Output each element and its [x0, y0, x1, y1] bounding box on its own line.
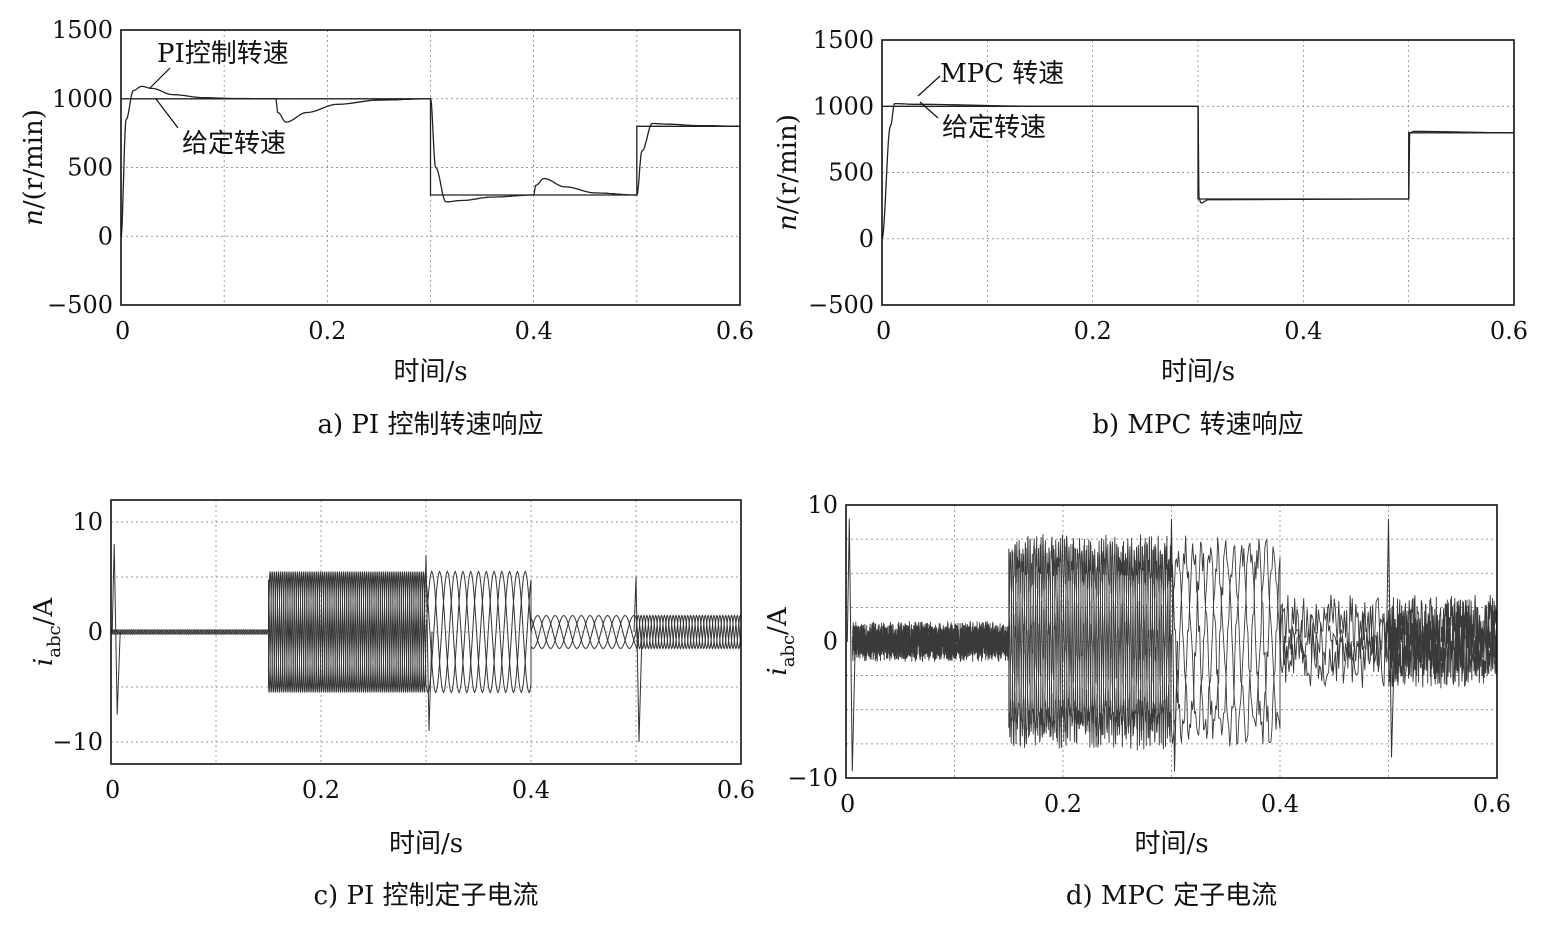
annotation-reference: 给定转速 [182, 129, 286, 159]
chart-caption: c) PI 控制定子电流 [314, 881, 539, 911]
x-tick-label: 0.4 [512, 776, 550, 804]
phase-current-line [852, 535, 1498, 748]
y-tick-label: −10 [787, 764, 838, 792]
x-tick-label: 0.4 [1284, 317, 1322, 345]
annotation-response: PI控制转速 [157, 39, 289, 69]
plot-area [846, 518, 1498, 772]
plot-frame [110, 499, 742, 765]
plot-frame [845, 504, 1498, 779]
x-axis-label: 时间/s [1161, 357, 1235, 387]
y-tick-label: 1500 [52, 16, 113, 44]
y-tick-label: 0 [98, 222, 113, 250]
x-tick-label: 0.6 [717, 776, 755, 804]
x-tick-label: 0.6 [1473, 790, 1511, 818]
series-line-response [120, 85, 741, 237]
transient-spike [633, 576, 643, 743]
y-tick-label: 10 [72, 508, 103, 536]
chart-a: 0 0.2 0.4 0.6150010005000−500时间/sn/(r/min)a… [19, 16, 754, 440]
chart-caption: b) MPC 转速响应 [1092, 410, 1303, 440]
x-tick-label: 0 [840, 790, 855, 818]
y-tick-label: −500 [47, 291, 113, 319]
transient-spike [846, 518, 856, 772]
y-axis-label: iabc/A [763, 606, 799, 675]
x-tick-label: 0 [105, 776, 120, 804]
x-tick-label: 0.2 [308, 317, 346, 345]
y-tick-label: 0 [88, 618, 103, 646]
plot-area [881, 102, 1515, 240]
chart-b: 0 0.2 0.4 0.6150010005000−500时间/sn/(r/min)b… [773, 26, 1528, 440]
y-tick-label: 0 [823, 628, 838, 656]
x-tick-label: 0.6 [716, 317, 754, 345]
transient-spike [423, 554, 433, 732]
x-tick-label: 0 [876, 317, 891, 345]
phase-current-line [110, 570, 742, 694]
y-tick-label: 1500 [813, 26, 874, 54]
x-axis-label: 时间/s [1134, 829, 1208, 859]
x-axis-label: 时间/s [393, 357, 467, 387]
plot-frame [881, 39, 1515, 306]
transient-spike [1169, 518, 1178, 772]
y-axis-label: n/(r/min) [19, 109, 49, 226]
y-tick-label: 500 [67, 154, 113, 182]
annotation-leader [917, 75, 941, 97]
annotation-leader [919, 101, 939, 119]
transient-spike [1386, 518, 1395, 758]
transient-spike [111, 543, 121, 715]
chart-caption: d) MPC 定子电流 [1066, 881, 1277, 911]
series-line-response [881, 102, 1515, 240]
plot-area [110, 543, 742, 743]
annotation-leader [155, 98, 179, 129]
y-axis-label: n/(r/min) [773, 114, 803, 231]
y-tick-label: 0 [859, 225, 874, 253]
x-tick-label: 0.2 [1044, 790, 1082, 818]
x-tick-label: 0.2 [1074, 317, 1112, 345]
chart-caption: a) PI 控制转速响应 [318, 410, 544, 440]
plot-frame [120, 29, 741, 306]
x-axis-label: 时间/s [389, 829, 463, 859]
x-tick-label: 0.4 [1261, 790, 1299, 818]
x-tick-label: 0.6 [1490, 317, 1528, 345]
y-axis-label: iabc/A [29, 597, 65, 666]
y-tick-label: −10 [52, 728, 103, 756]
x-tick-label: 0 [115, 317, 130, 345]
annotation-response: MPC 转速 [940, 59, 1064, 89]
y-tick-label: −500 [808, 291, 874, 319]
y-tick-label: 10 [807, 491, 838, 519]
x-tick-label: 0.4 [515, 317, 553, 345]
plot-area [120, 85, 741, 237]
y-tick-label: 500 [828, 159, 874, 187]
x-tick-label: 0.2 [302, 776, 340, 804]
y-tick-label: 1000 [52, 85, 113, 113]
annotation-reference: 给定转速 [942, 113, 1046, 143]
annotation-leader [149, 67, 171, 89]
y-tick-label: 1000 [813, 92, 874, 120]
